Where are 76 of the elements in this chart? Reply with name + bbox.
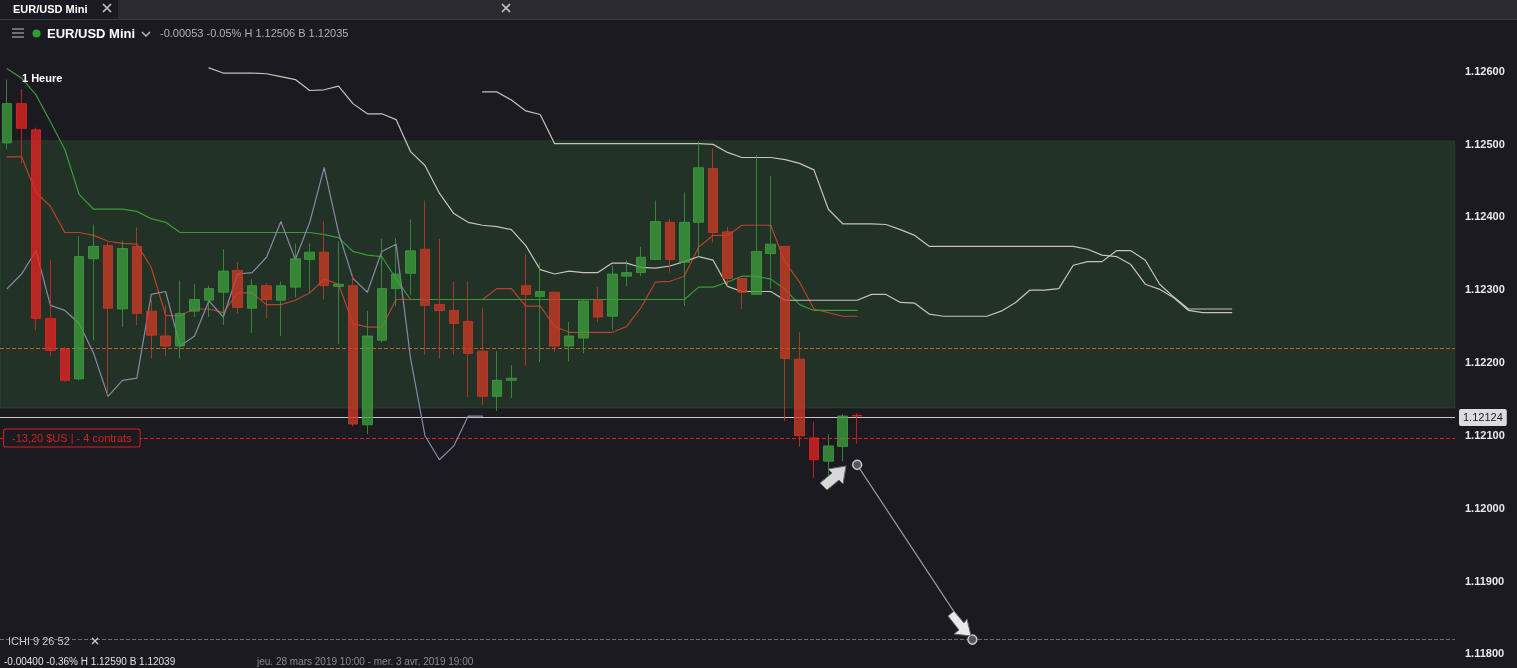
candlestick xyxy=(247,278,257,334)
candlestick xyxy=(751,154,762,295)
candlestick xyxy=(348,273,358,427)
candlestick xyxy=(117,240,128,328)
candlestick xyxy=(2,79,12,150)
y-tick-label: 1.12200 xyxy=(1465,356,1505,369)
candlestick xyxy=(708,148,718,244)
y-tick-label: 1.12300 xyxy=(1465,283,1505,296)
candlestick xyxy=(737,277,747,310)
y-tick-label: 1.11900 xyxy=(1465,574,1505,587)
candlestick xyxy=(621,259,632,287)
candlestick xyxy=(852,412,862,445)
candlestick xyxy=(679,191,690,307)
annotation: jeu. 28 mars 2019 10:00 - mer. 3 avr. 2019 19:00 xyxy=(257,656,474,667)
candlestick xyxy=(261,282,272,319)
candlestick xyxy=(463,280,473,398)
candlestick xyxy=(189,283,200,318)
candlestick xyxy=(146,299,157,359)
candlestick xyxy=(492,350,502,412)
candlestick xyxy=(477,307,488,406)
text: EUR/USD Mini xyxy=(13,3,88,15)
candlestick xyxy=(665,218,675,274)
candlestick xyxy=(636,246,646,277)
annotation: 1 Heure xyxy=(22,72,63,84)
candlestick xyxy=(564,321,574,362)
candlestick xyxy=(304,242,315,294)
candlestick xyxy=(31,127,41,331)
ref-line-label: 1.12124 xyxy=(1463,411,1503,424)
candlestick xyxy=(506,364,517,399)
y-tick-label: 1.12400 xyxy=(1465,210,1505,223)
candlestick xyxy=(88,224,99,341)
y-tick-label: 1.12000 xyxy=(1465,501,1505,514)
line-series xyxy=(6,167,484,461)
candlestick xyxy=(405,218,416,296)
candlestick xyxy=(722,226,733,287)
line-series xyxy=(208,67,1233,317)
candlestick xyxy=(160,304,171,357)
candlestick xyxy=(780,245,790,422)
candlestick xyxy=(74,235,84,381)
annotation: ICHI 9 26 52 xyxy=(8,635,70,647)
candlestick xyxy=(593,286,603,323)
candlestick xyxy=(809,421,819,479)
candlestick xyxy=(765,175,776,290)
candlestick xyxy=(521,253,531,367)
candlestick xyxy=(650,199,661,261)
candlestick xyxy=(434,238,445,359)
candlestick xyxy=(319,221,329,301)
candlestick xyxy=(837,413,848,462)
candlestick xyxy=(132,226,142,326)
candlestick xyxy=(449,280,459,356)
candlestick xyxy=(45,258,56,357)
candlestick xyxy=(16,88,27,164)
candlestick xyxy=(693,140,704,258)
candlestick xyxy=(290,242,301,298)
y-tick-label: 1.12100 xyxy=(1465,428,1505,441)
candlestick xyxy=(175,280,185,359)
candlestick xyxy=(218,248,229,326)
annotation: -0.00400 -0.36% H 1.12590 B 1.12039 xyxy=(4,656,176,667)
candlestick xyxy=(420,199,430,356)
chart-title: EUR/USD Mini xyxy=(47,26,136,41)
candlestick xyxy=(276,280,286,337)
candlestick xyxy=(60,346,70,383)
candlestick xyxy=(391,237,401,307)
candlestick xyxy=(794,331,805,448)
candlestick xyxy=(103,242,113,396)
candlestick xyxy=(333,240,344,345)
y-tick-label: 1.12600 xyxy=(1465,64,1505,77)
candlestick xyxy=(823,433,834,477)
candlestick xyxy=(204,285,214,318)
y-tick-label: 1.12500 xyxy=(1465,137,1505,150)
candlestick xyxy=(362,310,373,435)
candlestick xyxy=(549,291,560,353)
ref-line-label: -13,20 $US | - 4 contrats xyxy=(12,432,133,445)
y-tick-label: 1.11800 xyxy=(1465,647,1505,660)
candlestick xyxy=(232,261,243,314)
chart-subtitle: -0.00053 -0.05% H 1.12506 B 1.12035 xyxy=(160,27,349,39)
